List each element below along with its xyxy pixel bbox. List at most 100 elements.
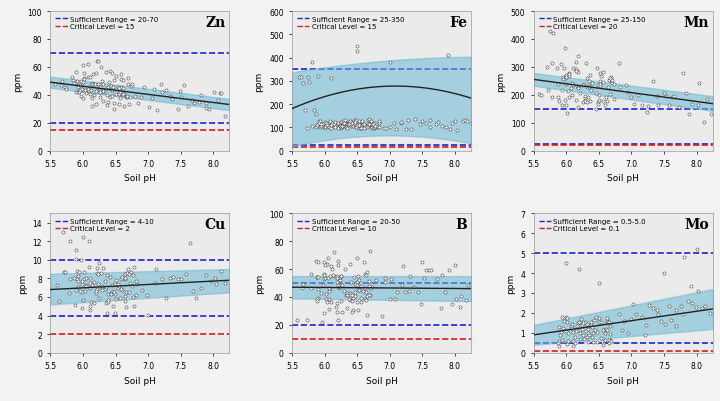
Point <box>83 62 94 68</box>
Point <box>306 60 318 66</box>
Point <box>149 281 161 287</box>
Point <box>325 119 336 126</box>
Point <box>577 83 589 89</box>
Point <box>353 277 364 284</box>
Point <box>332 318 343 324</box>
Point <box>373 124 384 131</box>
Point <box>425 124 436 131</box>
Point <box>57 79 68 85</box>
Point <box>374 120 385 126</box>
Point <box>582 339 594 345</box>
Point <box>354 123 365 129</box>
Point <box>574 319 585 325</box>
Point <box>561 260 572 267</box>
Point <box>344 292 356 298</box>
Point <box>318 259 330 265</box>
Point <box>117 77 128 84</box>
Point <box>68 80 80 87</box>
Point <box>320 122 332 128</box>
Point <box>397 263 408 270</box>
Point <box>117 274 128 281</box>
Point <box>105 291 117 298</box>
Point <box>80 283 91 290</box>
Point <box>108 106 120 113</box>
Point <box>564 72 575 78</box>
Text: B: B <box>456 218 467 232</box>
Point <box>366 122 378 128</box>
Point <box>578 82 590 88</box>
Point <box>109 101 120 107</box>
Point <box>215 91 226 97</box>
Point <box>572 320 584 327</box>
Point <box>652 102 664 109</box>
Point <box>450 296 462 302</box>
Point <box>566 325 577 332</box>
Point <box>94 94 105 101</box>
Point <box>328 122 340 128</box>
Point <box>405 126 417 133</box>
Point <box>590 90 602 97</box>
Point <box>369 124 381 131</box>
Point <box>457 119 469 125</box>
X-axis label: Soil pH: Soil pH <box>366 174 397 183</box>
Point <box>420 267 431 274</box>
Point <box>604 76 616 82</box>
Point <box>341 292 353 299</box>
Point <box>208 89 220 96</box>
Point <box>97 87 109 94</box>
Point <box>347 295 359 302</box>
Point <box>346 309 357 315</box>
Point <box>613 311 625 318</box>
Point <box>163 275 175 281</box>
Point <box>351 282 363 288</box>
Point <box>148 87 160 93</box>
Point <box>79 88 91 94</box>
Point <box>161 295 172 301</box>
Point <box>78 88 90 95</box>
Point <box>351 118 362 124</box>
Point <box>215 268 227 275</box>
Point <box>602 98 613 105</box>
Point <box>348 122 360 128</box>
Point <box>557 314 568 320</box>
Point <box>114 295 125 302</box>
Point <box>363 120 374 127</box>
Point <box>644 302 655 308</box>
Point <box>93 86 104 92</box>
Point <box>73 83 84 89</box>
Point <box>598 69 609 76</box>
Point <box>450 119 462 125</box>
Point <box>104 79 115 85</box>
Point <box>120 95 132 101</box>
Point <box>175 276 186 282</box>
Text: Mn: Mn <box>684 16 709 30</box>
Point <box>94 284 105 290</box>
Point <box>128 303 140 309</box>
Point <box>348 119 360 126</box>
Point <box>73 89 85 95</box>
Point <box>361 312 373 318</box>
Point <box>116 71 127 78</box>
Point <box>322 124 333 130</box>
Point <box>355 299 366 306</box>
Point <box>320 296 331 303</box>
Point <box>327 272 338 279</box>
Point <box>324 286 336 293</box>
Point <box>351 255 363 261</box>
Point <box>562 89 574 95</box>
Point <box>673 104 685 111</box>
Point <box>562 338 574 344</box>
Point <box>178 83 189 89</box>
Point <box>603 319 615 326</box>
Point <box>660 93 672 100</box>
Point <box>323 255 334 262</box>
Point <box>582 334 593 340</box>
Point <box>320 275 331 281</box>
Point <box>73 89 84 96</box>
Point <box>364 121 376 128</box>
Point <box>312 273 324 280</box>
Point <box>167 274 179 280</box>
Point <box>370 277 382 284</box>
Point <box>315 290 327 296</box>
Point <box>220 281 231 287</box>
